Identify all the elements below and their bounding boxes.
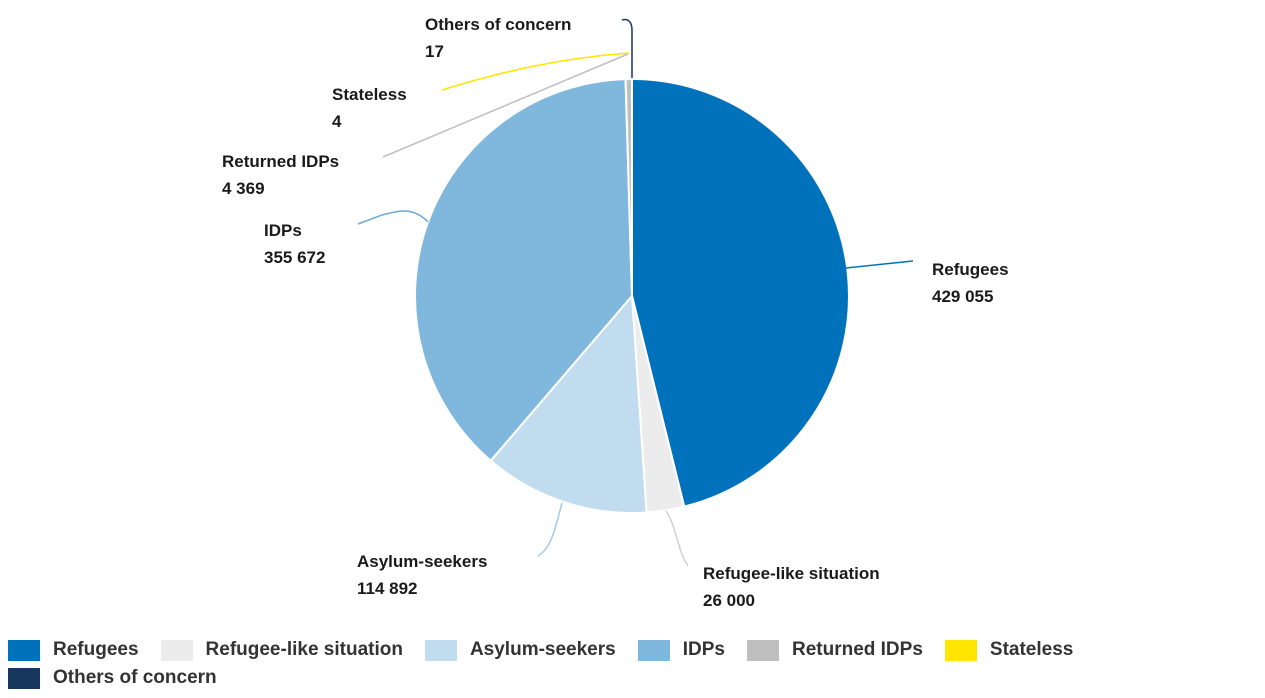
slice-label-stateless: Stateless	[332, 85, 407, 104]
legend-swatch	[746, 639, 779, 661]
legend-item-refugees: Refugees	[8, 636, 139, 664]
legend-label: Returned IDPs	[791, 639, 923, 660]
leader-line-returned-idps	[382, 53, 629, 158]
pie-slice-asylum-seekers	[489, 293, 648, 514]
legend-label: Asylum-seekers	[469, 639, 616, 660]
slice-value-stateless: 4	[332, 112, 342, 131]
legend-swatch	[8, 639, 40, 661]
pie-slice-idps	[414, 78, 634, 463]
chart-legend: Refugees Refugee-like situation Asylum-see…	[8, 636, 1265, 692]
legend-item-returned-idps: Returned IDPs	[746, 636, 923, 664]
legend-item-others-of-concern: Others of concern	[8, 664, 217, 692]
pie-slice-refugees	[631, 77, 850, 508]
legend-swatch	[637, 639, 670, 661]
legend-item-refugee-like-situation: Refugee-like situation	[160, 636, 403, 664]
legend-label: Refugees	[53, 639, 139, 660]
slice-value-asylum-seekers: 114 892	[357, 579, 418, 598]
legend-label: Stateless	[989, 639, 1074, 660]
legend-label: IDPs	[682, 639, 725, 660]
legend-item-stateless: Stateless	[944, 636, 1074, 664]
leader-line-idps	[357, 210, 429, 225]
slice-label-idps: IDPs	[264, 221, 302, 240]
slice-label-refugee-like-situation: Refugee-like situation	[703, 564, 880, 583]
slice-label-others-of-concern: Others of concern	[425, 15, 571, 34]
pie-chart: Refugees 429 055 Refugee-like situation 26 …	[222, 15, 1009, 610]
legend-swatch	[160, 639, 193, 661]
slice-labels: Refugees 429 055 Refugee-like situation 26 …	[222, 15, 1009, 610]
slice-label-asylum-seekers: Asylum-seekers	[357, 552, 487, 571]
leader-line-refugee-like-situation	[665, 510, 689, 567]
slice-value-idps: 355 672	[264, 248, 325, 267]
legend-label: Others of concern	[53, 667, 217, 688]
leader-lines	[357, 18, 914, 567]
leader-line-stateless	[441, 52, 630, 91]
legend-item-asylum-seekers: Asylum-seekers	[424, 636, 616, 664]
leader-line-asylum-seekers	[537, 502, 563, 557]
legend-swatch	[8, 667, 40, 689]
slice-label-returned-idps: Returned IDPs	[222, 152, 339, 171]
legend-swatch	[944, 639, 977, 661]
legend-label: Refugee-like situation	[205, 639, 403, 660]
pie-slices	[414, 77, 850, 514]
legend-swatch	[424, 639, 457, 661]
slice-value-refugee-like-situation: 26 000	[703, 591, 755, 610]
slice-value-refugees: 429 055	[932, 287, 993, 306]
slice-value-returned-idps: 4 369	[222, 179, 265, 198]
leader-line-refugees	[845, 260, 914, 269]
slice-value-others-of-concern: 17	[425, 42, 444, 61]
slice-label-refugees: Refugees	[932, 260, 1009, 279]
legend-item-idps: IDPs	[637, 636, 725, 664]
leader-line-others-of-concern	[621, 18, 633, 78]
